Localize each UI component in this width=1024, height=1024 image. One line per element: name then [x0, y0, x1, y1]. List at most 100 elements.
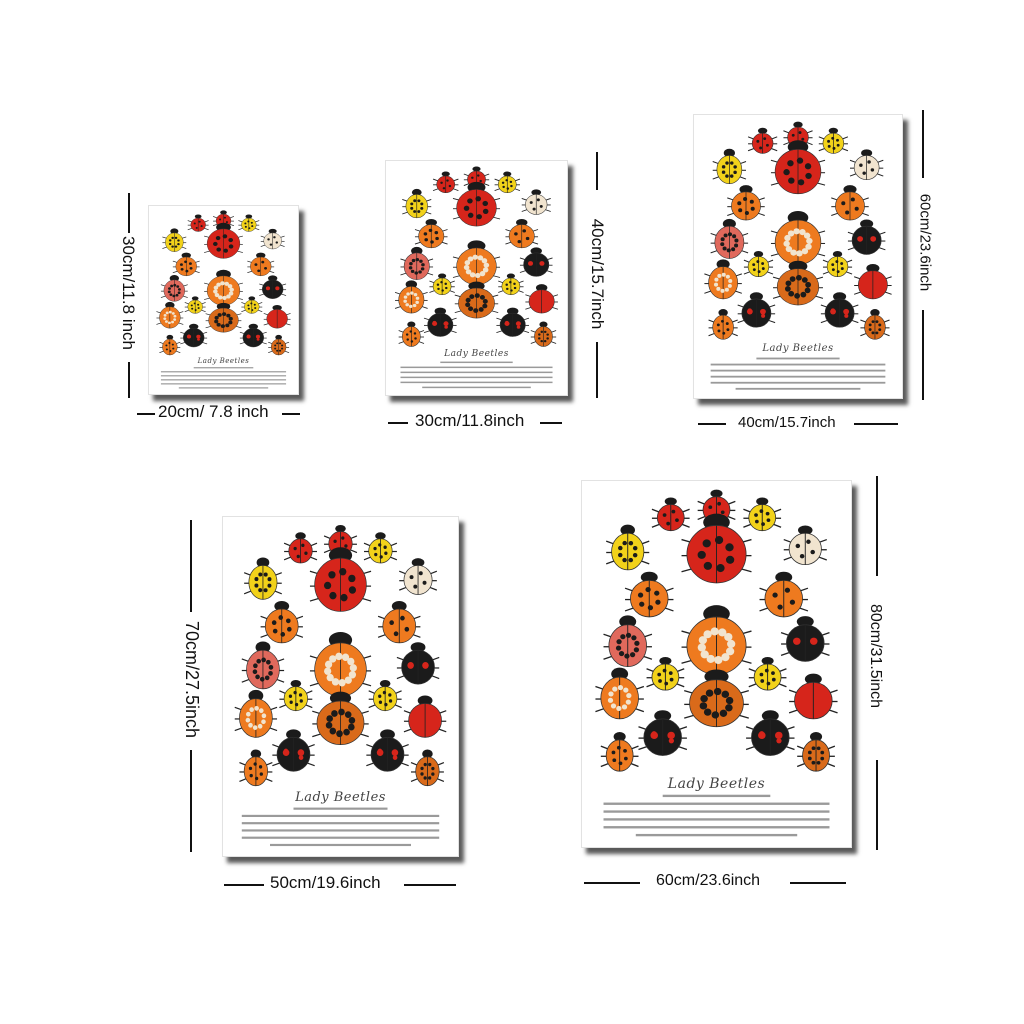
caption-text-line: [422, 386, 531, 389]
ladybird-beetle: [796, 731, 836, 772]
ladybird-beetle: [410, 749, 445, 787]
caption-text-line: [710, 363, 886, 366]
width-line-right: [854, 423, 898, 425]
poster-title: Lady Beetles: [444, 349, 509, 360]
height-line-bottom: [128, 362, 130, 398]
ladybird-beetle: [743, 497, 782, 532]
ladybird-beetle: [309, 632, 372, 697]
ladybird-beetle: [259, 275, 287, 299]
ladybird-beetle: [519, 247, 553, 277]
ladybird-beetle: [204, 222, 243, 259]
height-label: 30cm/11.8 inch: [119, 235, 138, 351]
caption-text-line: [710, 369, 886, 372]
ladybird-beetle: [243, 557, 282, 600]
width-label: 20cm/ 7.8 inch: [158, 402, 269, 421]
width-line-left: [584, 882, 640, 884]
height-label: 40cm/15.7inch: [588, 218, 607, 330]
ladybird-beetle: [400, 246, 434, 280]
caption-text-line: [178, 387, 269, 389]
ladybird-beetle: [847, 219, 886, 255]
ladybird-beetle: [205, 302, 242, 333]
ladybird-beetle: [737, 292, 776, 328]
ladybird-beetle: [377, 601, 421, 644]
ladybird-beetle: [309, 547, 372, 612]
ladybird-beetle: [363, 532, 398, 564]
poster-title: Lady Beetles: [762, 342, 834, 354]
ladybird-beetle: [681, 513, 752, 584]
ladybird-beetle: [402, 188, 432, 219]
ladybird-beetle: [156, 301, 184, 329]
beetle-illustrations: [595, 489, 838, 837]
poster-title: Lady Beetles: [667, 775, 766, 792]
caption-text-line: [400, 371, 553, 374]
ladybird-beetle: [860, 309, 890, 340]
poster-30x40: Lady Beetles: [385, 160, 568, 396]
caption-text-line: [603, 810, 830, 813]
ladybird-beetle: [368, 679, 402, 712]
caption-text-line: [662, 794, 771, 798]
ladybird-beetle: [603, 615, 653, 668]
ladybird-beetle: [366, 729, 409, 772]
ladybird-beetle: [496, 307, 530, 337]
ladybird-beetle: [312, 691, 369, 745]
ladybird-beetle: [452, 240, 501, 285]
caption-text-line: [293, 807, 388, 810]
ladybird-beetle: [681, 605, 752, 675]
ladybird-beetle: [651, 497, 690, 532]
caption-text-line: [603, 802, 830, 805]
ladybird-beetle: [423, 307, 457, 337]
width-line-right: [790, 882, 846, 884]
caption-text-line: [400, 376, 553, 379]
ladybird-beetle: [414, 218, 448, 249]
beetle-illustrations: [156, 210, 291, 389]
caption-text-line: [635, 833, 798, 837]
ladybird-beetle: [708, 309, 738, 340]
ladybird-beetle: [747, 127, 778, 154]
caption-text-line: [400, 381, 553, 384]
ladybird-beetle: [454, 281, 499, 319]
width-line-left: [388, 422, 408, 424]
ladybird-beetle: [638, 710, 688, 756]
ladybird-beetle: [822, 251, 853, 278]
width-line-right: [540, 422, 562, 424]
ladybird-beetle: [263, 304, 291, 329]
caption-text-line: [241, 822, 440, 825]
height-line-bottom: [922, 310, 924, 400]
ladybird-beetle: [770, 140, 826, 195]
ladybird-beetle: [595, 667, 645, 720]
caption-text-line: [160, 371, 287, 373]
height-line-top: [190, 520, 192, 612]
ladybird-beetle: [247, 252, 275, 277]
caption-text-line: [241, 814, 440, 818]
ladybird-beetle: [780, 616, 830, 662]
ladybird-beetle: [260, 601, 304, 644]
ladybird-beetle: [770, 211, 826, 265]
ladybird-beetle: [283, 532, 318, 564]
ladybird-beetle: [432, 171, 459, 194]
ladybird-beetle: [743, 251, 774, 278]
height-label: 70cm/27.5inch: [182, 620, 202, 739]
ladybird-beetle: [748, 656, 787, 691]
caption-text-line: [270, 843, 411, 847]
ladybird-beetle: [241, 296, 263, 314]
poster-60x80: Lady Beetles: [581, 480, 852, 848]
caption-text-line: [160, 379, 287, 381]
ladybird-beetle: [160, 275, 188, 302]
height-label: 60cm/23.6inch: [916, 193, 934, 292]
ladybird-beetle: [727, 185, 765, 221]
ladybird-beetle: [272, 729, 315, 772]
ladybird-beetle: [394, 280, 428, 314]
ladybird-beetle: [530, 321, 557, 347]
ladybird-beetle: [239, 749, 273, 787]
ladybird-beetle: [783, 525, 828, 566]
beetle-illustrations: [394, 166, 559, 389]
height-line-bottom: [190, 750, 192, 852]
poster-40x60: Lady Beetles: [693, 114, 903, 399]
poster-title: Lady Beetles: [197, 357, 250, 366]
width-label: 50cm/19.6inch: [270, 873, 381, 892]
width-label: 60cm/23.6inch: [656, 872, 761, 889]
ladybird-beetle: [268, 334, 290, 356]
ladybird-beetle: [772, 260, 824, 306]
poster-title: Lady Beetles: [295, 789, 386, 805]
ladybird-beetle: [204, 269, 243, 306]
